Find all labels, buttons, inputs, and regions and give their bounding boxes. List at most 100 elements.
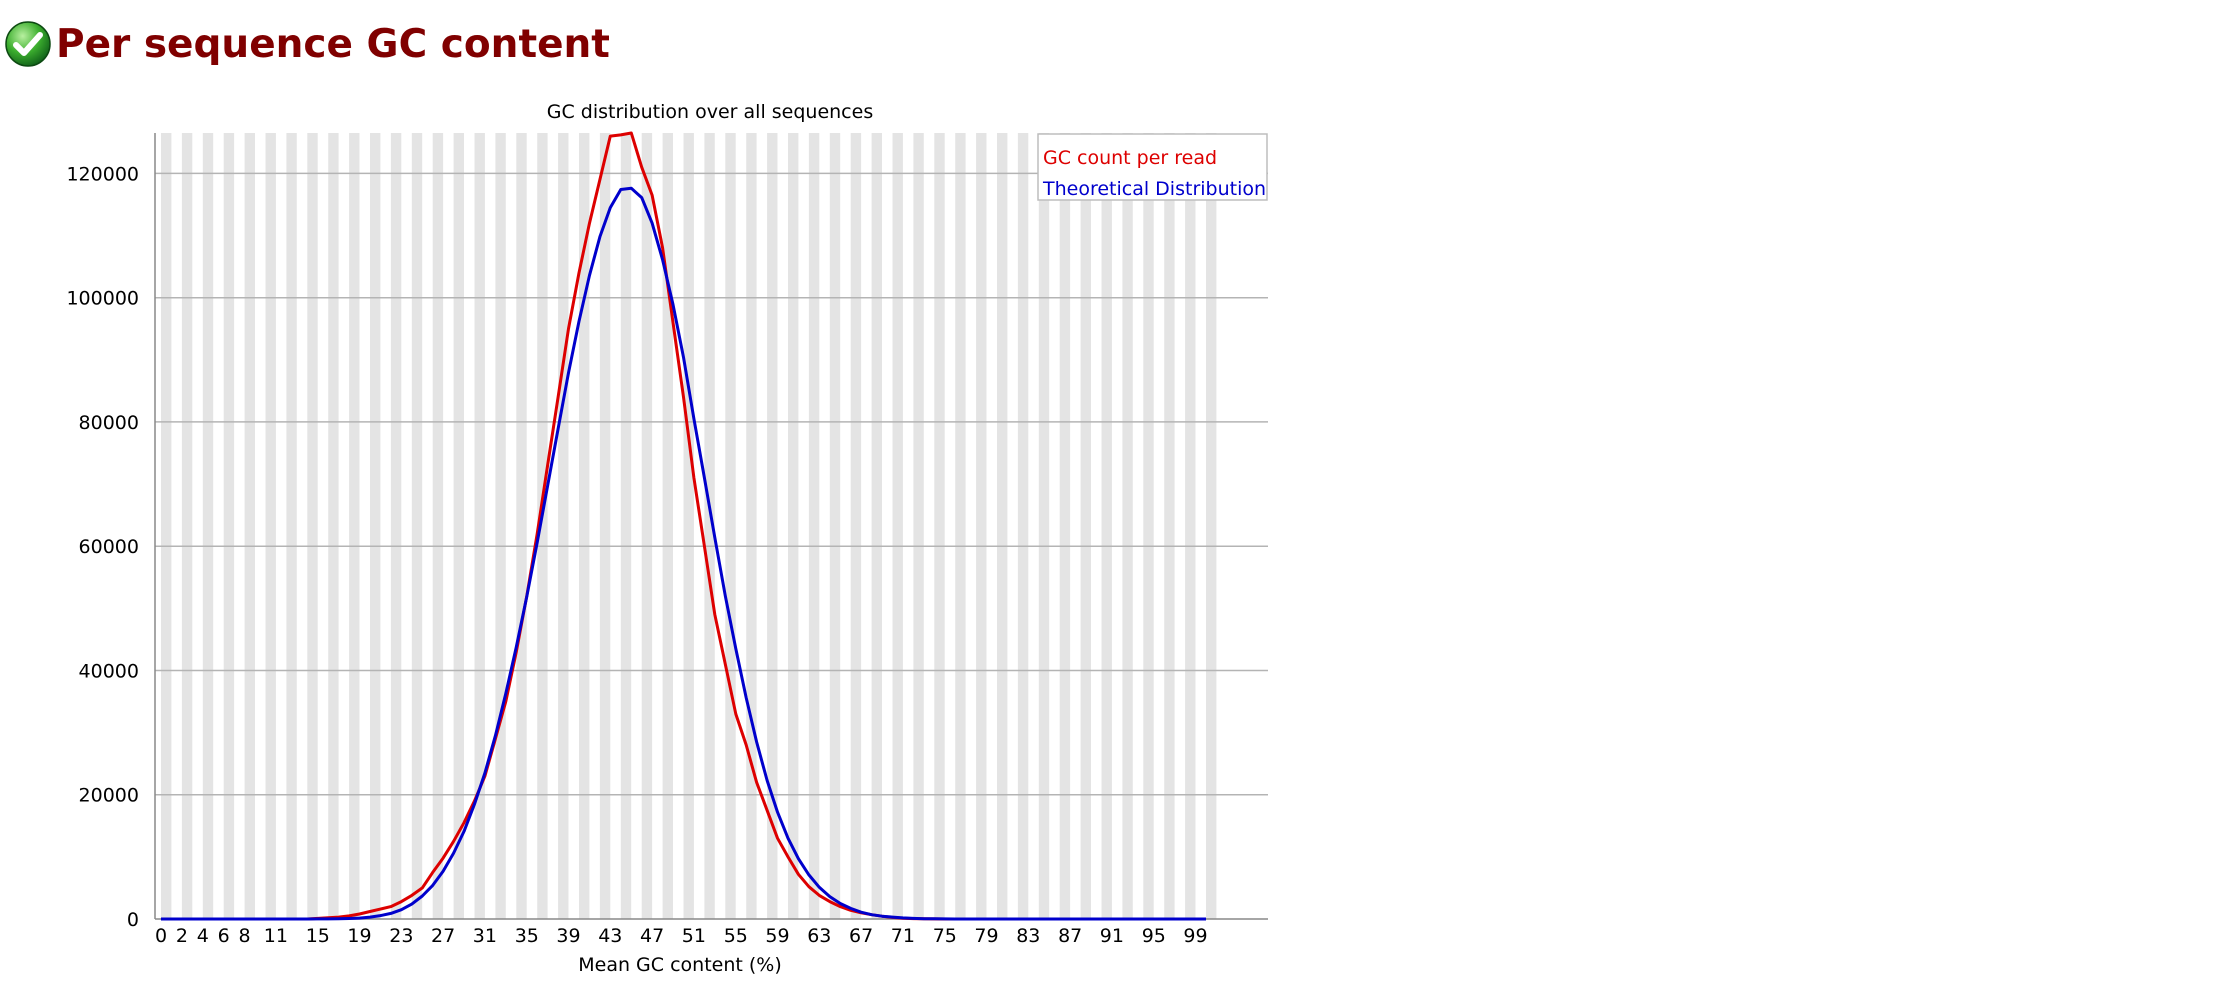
- background-stripe: [1101, 133, 1112, 919]
- background-stripe: [453, 133, 464, 919]
- background-stripe: [1080, 133, 1091, 919]
- gridlines: [155, 172, 1268, 796]
- y-tick-labels: 0 20000 40000 60000 80000 100000 120000: [66, 163, 139, 931]
- x-tick-label: 11: [264, 925, 288, 947]
- background-stripe: [202, 133, 214, 919]
- x-tick-label: 35: [515, 925, 539, 947]
- background-stripe: [307, 133, 318, 919]
- background-stripe: [390, 133, 402, 919]
- x-tick-label: 8: [239, 925, 251, 947]
- series-lines: [161, 131, 1206, 921]
- background-stripe: [976, 133, 987, 919]
- background-stripe: [913, 133, 924, 919]
- x-tick-label: 95: [1142, 925, 1166, 947]
- x-tick-label: 19: [347, 925, 371, 947]
- x-tick-label: 63: [807, 925, 831, 947]
- background-stripe: [1143, 133, 1154, 919]
- check-circle-icon: [5, 21, 51, 67]
- background-stripe: [579, 133, 590, 919]
- background-stripe: [495, 133, 506, 919]
- x-tick-label: 0: [155, 925, 167, 947]
- background-stripe: [328, 133, 339, 919]
- page-title: Per sequence GC content: [56, 21, 610, 67]
- y-tick-label: 60000: [79, 536, 139, 558]
- background-stripe: [1017, 133, 1029, 919]
- y-tick-label: 100000: [66, 288, 139, 310]
- background-stripe: [1122, 133, 1133, 919]
- x-tick-label: 79: [974, 925, 998, 947]
- background-stripe: [432, 133, 444, 919]
- background-stripe: [788, 133, 799, 919]
- background-stripe: [871, 133, 882, 919]
- y-tick-label: 120000: [66, 163, 139, 185]
- background-stripe: [370, 133, 381, 919]
- background-stripe: [223, 133, 235, 919]
- background-stripe: [829, 133, 841, 919]
- background-stripe: [892, 133, 903, 919]
- legend-item-theoretical: Theoretical Distribution: [1042, 178, 1266, 200]
- background-stripe: [1059, 133, 1071, 919]
- y-tick-label: 20000: [79, 785, 139, 807]
- x-tick-label: 59: [765, 925, 789, 947]
- x-tick-label: 99: [1183, 925, 1207, 947]
- background-stripe: [1038, 133, 1050, 919]
- x-tick-label: 75: [933, 925, 957, 947]
- y-tick-label: 80000: [79, 412, 139, 434]
- background-stripe: [1164, 133, 1175, 919]
- background-stripe: [286, 133, 297, 919]
- background-stripe: [683, 133, 694, 919]
- background-stripe: [808, 133, 820, 919]
- background-stripe: [599, 133, 611, 919]
- background-stripe: [850, 133, 862, 919]
- x-tick-label: 71: [891, 925, 915, 947]
- background-stripe: [516, 133, 527, 919]
- background-stripe: [411, 133, 423, 919]
- x-tick-label: 4: [197, 925, 209, 947]
- x-axis-label: Mean GC content (%): [578, 954, 782, 976]
- legend-box: [1037, 133, 1268, 201]
- x-tick-label: 91: [1100, 925, 1124, 947]
- background-stripe: [181, 133, 193, 919]
- background-stripe: [641, 133, 653, 919]
- x-tick-label: 27: [431, 925, 455, 947]
- x-tick-label: 31: [473, 925, 497, 947]
- background-stripes: [161, 133, 1217, 919]
- chart-title: GC distribution over all sequences: [547, 101, 873, 123]
- background-stripe: [558, 133, 569, 919]
- background-stripe: [704, 133, 715, 919]
- x-tick-label: 6: [218, 925, 230, 947]
- background-stripe: [244, 133, 255, 919]
- background-stripe: [955, 133, 966, 919]
- background-stripe: [934, 133, 945, 919]
- y-tick-label: 0: [127, 909, 139, 931]
- y-tick-label: 40000: [79, 661, 139, 683]
- background-stripe: [265, 133, 276, 919]
- background-stripe: [161, 133, 172, 919]
- legend: GC count per read Theoretical Distributi…: [1037, 133, 1268, 201]
- x-tick-label: 67: [849, 925, 873, 947]
- x-tick-label: 39: [556, 925, 580, 947]
- background-stripe: [537, 133, 548, 919]
- x-tick-label: 87: [1058, 925, 1082, 947]
- x-tick-label: 2: [176, 925, 188, 947]
- x-tick-labels: 0 2 4 6 8 11 15 19 23 27 31 35 39 43 47 51 55 59 63 67 71 75 7…: [155, 925, 1208, 947]
- x-tick-label: 47: [640, 925, 664, 947]
- background-stripe: [662, 133, 673, 919]
- background-stripe: [1185, 133, 1196, 919]
- background-stripe: [620, 133, 632, 919]
- legend-item-gc-count: GC count per read: [1043, 147, 1217, 169]
- background-stripe: [474, 133, 485, 919]
- x-tick-label: 15: [306, 925, 330, 947]
- background-stripe: [767, 133, 778, 919]
- module-header: Per sequence GC content: [4, 14, 610, 74]
- background-stripe: [349, 133, 360, 919]
- x-tick-label: 55: [724, 925, 748, 947]
- background-stripe: [725, 133, 736, 919]
- background-stripe: [746, 133, 757, 919]
- series-line-theoretical: [161, 186, 1206, 921]
- x-tick-label: 83: [1016, 925, 1040, 947]
- background-stripe: [997, 133, 1008, 919]
- x-tick-label: 43: [598, 925, 622, 947]
- x-tick-label: 51: [682, 925, 706, 947]
